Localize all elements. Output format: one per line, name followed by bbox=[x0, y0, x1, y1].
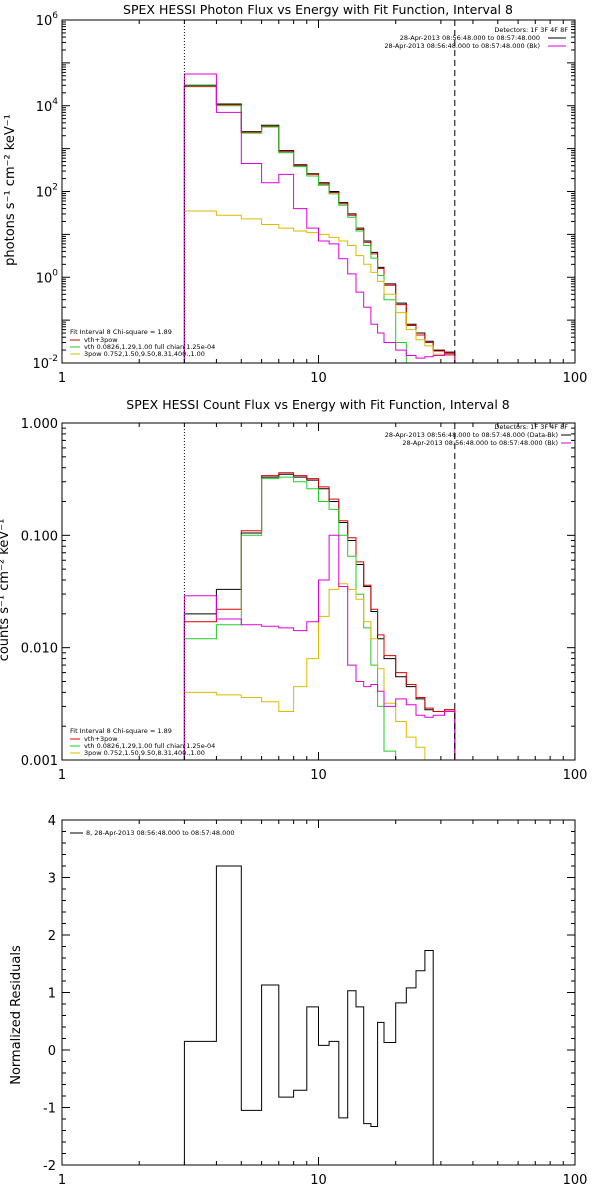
y-axis-label: counts s⁻¹ cm⁻² keV⁻¹ bbox=[0, 519, 12, 662]
fit-legend-entry-2: 3pow 0.752,1.50,9.50,8.31,400.,1.00 bbox=[84, 749, 205, 757]
residuals-chart: Normalized Residuals 1 10 100 -2 -1 0 1 2 3 4 8, … bbox=[9, 814, 587, 1188]
photon-flux-chart: SPEX HESSI Photon Flux vs Energy with Fi… bbox=[3, 2, 587, 386]
reference-lines bbox=[183, 20, 456, 363]
header-legend: Detectors: 1F 3F 4F 8F 28-Apr-2013 08:56… bbox=[384, 26, 568, 50]
series-1 bbox=[183, 86, 456, 363]
detectors-label: Detectors: 1F 3F 4F 8F bbox=[494, 26, 568, 34]
y-tick-label: 1.000 bbox=[21, 417, 58, 432]
series-0 bbox=[183, 865, 434, 1165]
bk-interval-label: 28-Apr-2013 08:56:48.000 to 08:57:48.000… bbox=[384, 42, 540, 50]
x-tick-label: 100 bbox=[563, 768, 588, 783]
y-axis-label: Normalized Residuals bbox=[9, 945, 24, 1085]
x-tick-label: 1 bbox=[58, 768, 66, 783]
y-tick-label: -2 bbox=[43, 1159, 56, 1174]
series-2 bbox=[183, 476, 455, 761]
fit-legend-title: Fit Interval 8 Chi-square = 1.89 bbox=[70, 727, 172, 735]
series-1 bbox=[183, 472, 456, 760]
axis-ticks: 1 10 100 0.001 0.010 0.100 1.000 bbox=[21, 417, 588, 783]
data-interval-label: 28-Apr-2013 08:56:48.000 to 08:57:48.000 bbox=[400, 34, 540, 42]
y-tick-label: 100 bbox=[36, 268, 59, 286]
x-tick-label: 10 bbox=[310, 1173, 327, 1188]
chart-title: SPEX HESSI Count Flux vs Energy with Fit… bbox=[126, 397, 509, 412]
fit-legend-title: Fit Interval 8 Chi-square = 1.89 bbox=[70, 328, 172, 336]
y-tick-label: 10-2 bbox=[32, 354, 58, 372]
y-tick-label: 0.010 bbox=[21, 642, 58, 657]
count-flux-chart: SPEX HESSI Count Flux vs Energy with Fit… bbox=[0, 397, 588, 783]
x-tick-label: 1 bbox=[58, 371, 66, 386]
series-4 bbox=[183, 534, 456, 760]
series-2 bbox=[183, 85, 455, 364]
data-interval-label: 28-Apr-2013 08:56:48.000 to 08:57:48.000… bbox=[385, 431, 558, 439]
detectors-label: Detectors: 1F 3F 4F 8F bbox=[494, 423, 568, 431]
axis-ticks: 1 10 100 -2 -1 0 1 2 3 4 bbox=[43, 814, 587, 1188]
y-tick-label: 102 bbox=[36, 183, 58, 201]
series-0 bbox=[183, 473, 456, 760]
x-tick-label: 100 bbox=[563, 371, 588, 386]
series-layer bbox=[183, 472, 456, 761]
y-tick-label: 106 bbox=[36, 11, 59, 29]
series-3 bbox=[183, 583, 455, 761]
residual-legend: 8, 28-Apr-2013 08:56:48.000 to 08:57:48.… bbox=[70, 829, 235, 837]
y-tick-label: 4 bbox=[48, 814, 56, 829]
y-tick-label: 2 bbox=[48, 929, 56, 944]
chart-title: SPEX HESSI Photon Flux vs Energy with Fi… bbox=[123, 2, 513, 17]
fit-legend-entry-0: vth+3pow bbox=[84, 336, 118, 344]
plot-frame bbox=[61, 19, 576, 364]
y-tick-label: 0 bbox=[48, 1044, 56, 1059]
fit-legend-entry-1: vth 0.0826,1.29,1.00 full chian 1.25e-04 bbox=[84, 742, 215, 750]
fit-legend: Fit Interval 8 Chi-square = 1.89 vth+3po… bbox=[70, 727, 215, 757]
series-layer bbox=[183, 865, 434, 1165]
axis-ticks: 1 10 100 10-2 100 102 104 106 bbox=[32, 11, 587, 386]
fit-legend-entry-0: vth+3pow bbox=[84, 735, 118, 743]
x-tick-label: 1 bbox=[58, 1173, 66, 1188]
y-axis-label: photons s⁻¹ cm⁻² keV⁻¹ bbox=[3, 114, 18, 266]
fit-legend: Fit Interval 8 Chi-square = 1.89 vth+3po… bbox=[70, 328, 215, 358]
fit-legend-entry-1: vth 0.0826,1.29,1.00 full chian 1.25e-04 bbox=[84, 343, 215, 351]
residual-legend-label: 8, 28-Apr-2013 08:56:48.000 to 08:57:48.… bbox=[86, 829, 235, 837]
series-3 bbox=[183, 210, 456, 363]
series-0 bbox=[183, 84, 456, 363]
y-tick-label: 104 bbox=[36, 97, 59, 115]
x-tick-label: 10 bbox=[310, 371, 327, 386]
series-4 bbox=[183, 73, 456, 363]
series-layer bbox=[183, 73, 456, 364]
y-tick-label: 0.001 bbox=[21, 754, 58, 769]
reference-lines bbox=[183, 423, 456, 760]
x-tick-label: 10 bbox=[310, 768, 327, 783]
plot-frame bbox=[61, 819, 576, 1166]
y-tick-label: -1 bbox=[43, 1102, 56, 1117]
y-tick-label: 3 bbox=[48, 872, 56, 887]
header-legend: Detectors: 1F 3F 4F 8F 28-Apr-2013 08:56… bbox=[385, 423, 571, 447]
x-tick-label: 100 bbox=[563, 1173, 588, 1188]
fit-legend-entry-2: 3pow 0.752,1.50,9.50,8.31,400.,1.00 bbox=[84, 350, 205, 358]
y-tick-label: 0.100 bbox=[21, 529, 58, 544]
bk-interval-label: 28-Apr-2013 08:56:48.000 to 08:57:48.000… bbox=[402, 439, 558, 447]
y-tick-label: 1 bbox=[48, 987, 56, 1002]
